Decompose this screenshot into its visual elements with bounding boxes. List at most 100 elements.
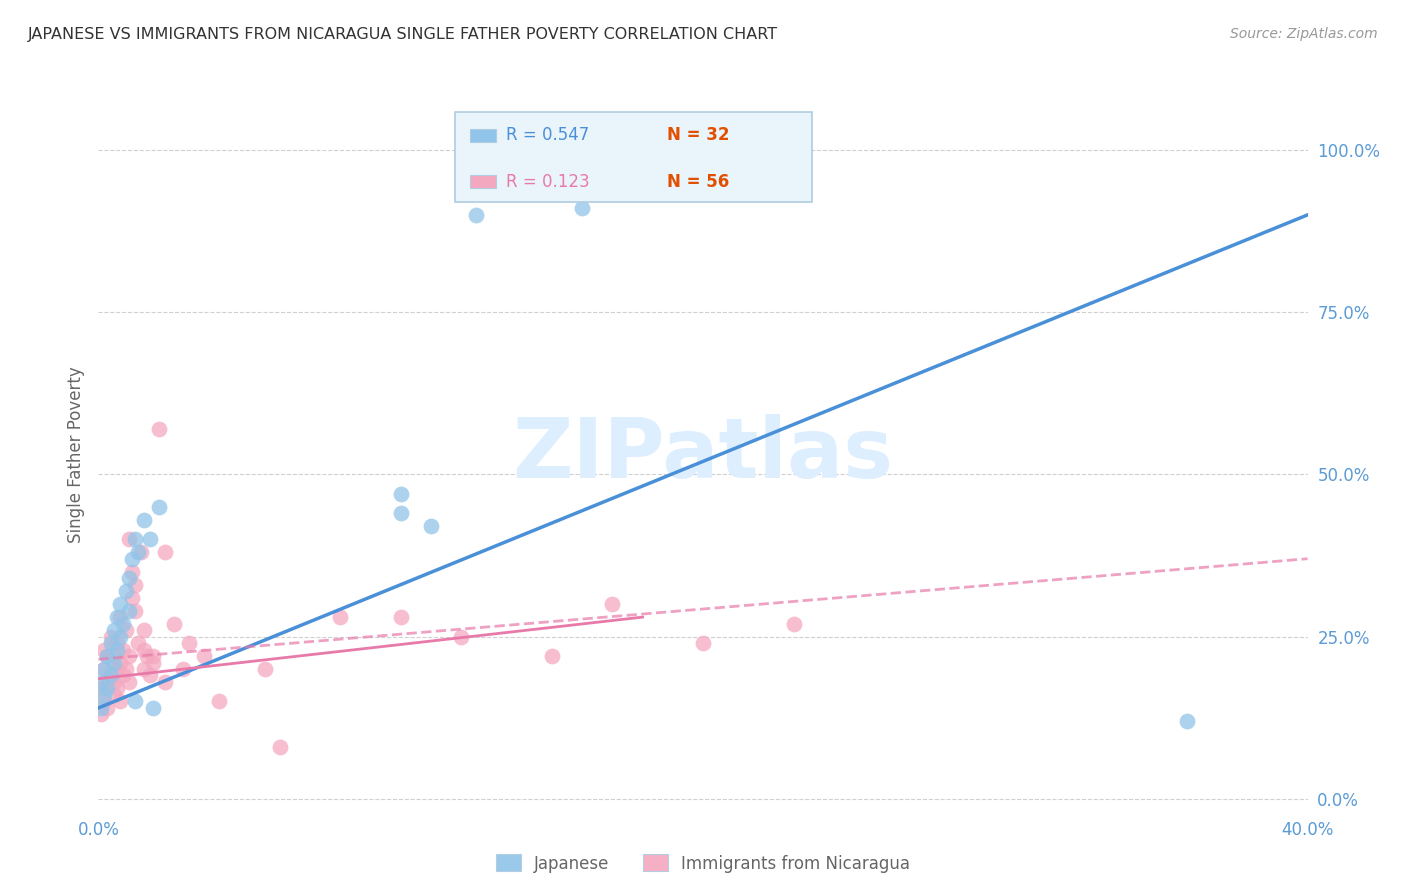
Point: [90, 681, 112, 696]
Point: [103, 675, 125, 690]
Point: [127, 545, 149, 559]
Point: [129, 545, 152, 559]
Bar: [456, 112, 811, 202]
Point: [111, 668, 134, 682]
Point: [540, 648, 562, 663]
Point: [114, 623, 136, 637]
Point: [142, 648, 165, 663]
Text: N = 32: N = 32: [666, 127, 730, 145]
Point: [103, 688, 125, 702]
Point: [124, 577, 146, 591]
Point: [269, 739, 291, 754]
Point: [100, 668, 122, 682]
Point: [132, 642, 155, 657]
Point: [193, 648, 215, 663]
Point: [111, 642, 134, 657]
Point: [114, 662, 136, 676]
Point: [118, 675, 141, 690]
Point: [108, 610, 131, 624]
Point: [93, 642, 115, 657]
Point: [602, 597, 624, 611]
Point: [389, 506, 412, 520]
Point: [465, 208, 488, 222]
Point: [253, 662, 276, 676]
Point: [135, 648, 157, 663]
Point: [90, 675, 112, 690]
Point: [571, 202, 593, 216]
Point: [114, 584, 136, 599]
Point: [450, 630, 472, 644]
Text: Source: ZipAtlas.com: Source: ZipAtlas.com: [1230, 27, 1378, 41]
Legend: Japanese, Immigrants from Nicaragua: Japanese, Immigrants from Nicaragua: [489, 847, 917, 880]
Point: [100, 668, 122, 682]
Text: N = 56: N = 56: [666, 173, 728, 191]
Point: [329, 610, 352, 624]
Point: [103, 623, 125, 637]
Point: [93, 694, 115, 708]
Point: [1175, 714, 1198, 728]
Point: [118, 533, 141, 547]
Text: JAPANESE VS IMMIGRANTS FROM NICARAGUA SINGLE FATHER POVERTY CORRELATION CHART: JAPANESE VS IMMIGRANTS FROM NICARAGUA SI…: [28, 27, 779, 42]
Point: [100, 630, 122, 644]
Point: [118, 648, 141, 663]
Point: [124, 533, 146, 547]
Point: [153, 675, 176, 690]
Point: [139, 668, 162, 682]
Point: [108, 656, 131, 670]
Text: R = 0.547: R = 0.547: [506, 127, 589, 145]
Point: [96, 701, 118, 715]
Point: [90, 701, 112, 715]
Point: [783, 616, 806, 631]
Point: [93, 688, 115, 702]
Point: [105, 681, 128, 696]
Point: [127, 636, 149, 650]
Point: [148, 500, 170, 514]
Point: [111, 616, 134, 631]
Point: [108, 694, 131, 708]
Point: [208, 694, 231, 708]
Point: [121, 551, 143, 566]
Point: [172, 662, 194, 676]
Point: [132, 623, 155, 637]
Y-axis label: Single Father Poverty: Single Father Poverty: [66, 367, 84, 543]
Point: [118, 604, 141, 618]
Point: [163, 616, 186, 631]
Point: [103, 648, 125, 663]
Text: R = 0.123: R = 0.123: [506, 173, 589, 191]
Point: [93, 662, 115, 676]
Point: [105, 636, 128, 650]
Point: [96, 648, 118, 663]
Point: [108, 597, 131, 611]
Point: [93, 662, 115, 676]
Point: [179, 636, 201, 650]
Point: [108, 630, 131, 644]
Point: [124, 604, 146, 618]
Point: [389, 610, 412, 624]
Point: [103, 656, 125, 670]
Bar: [470, 176, 496, 188]
Point: [96, 681, 118, 696]
Point: [121, 565, 143, 579]
Point: [142, 701, 165, 715]
Point: [105, 642, 128, 657]
Point: [692, 636, 714, 650]
Point: [139, 533, 162, 547]
Text: ZIPatlas: ZIPatlas: [513, 415, 893, 495]
Point: [96, 675, 118, 690]
Point: [105, 610, 128, 624]
Point: [420, 519, 443, 533]
Point: [389, 487, 412, 501]
Point: [132, 513, 155, 527]
Point: [96, 648, 118, 663]
Point: [153, 545, 176, 559]
Point: [118, 571, 141, 585]
Point: [148, 422, 170, 436]
Point: [132, 662, 155, 676]
Point: [100, 636, 122, 650]
Point: [124, 694, 146, 708]
Bar: [470, 129, 496, 142]
Point: [90, 707, 112, 722]
Point: [142, 656, 165, 670]
Point: [121, 591, 143, 605]
Point: [105, 662, 128, 676]
